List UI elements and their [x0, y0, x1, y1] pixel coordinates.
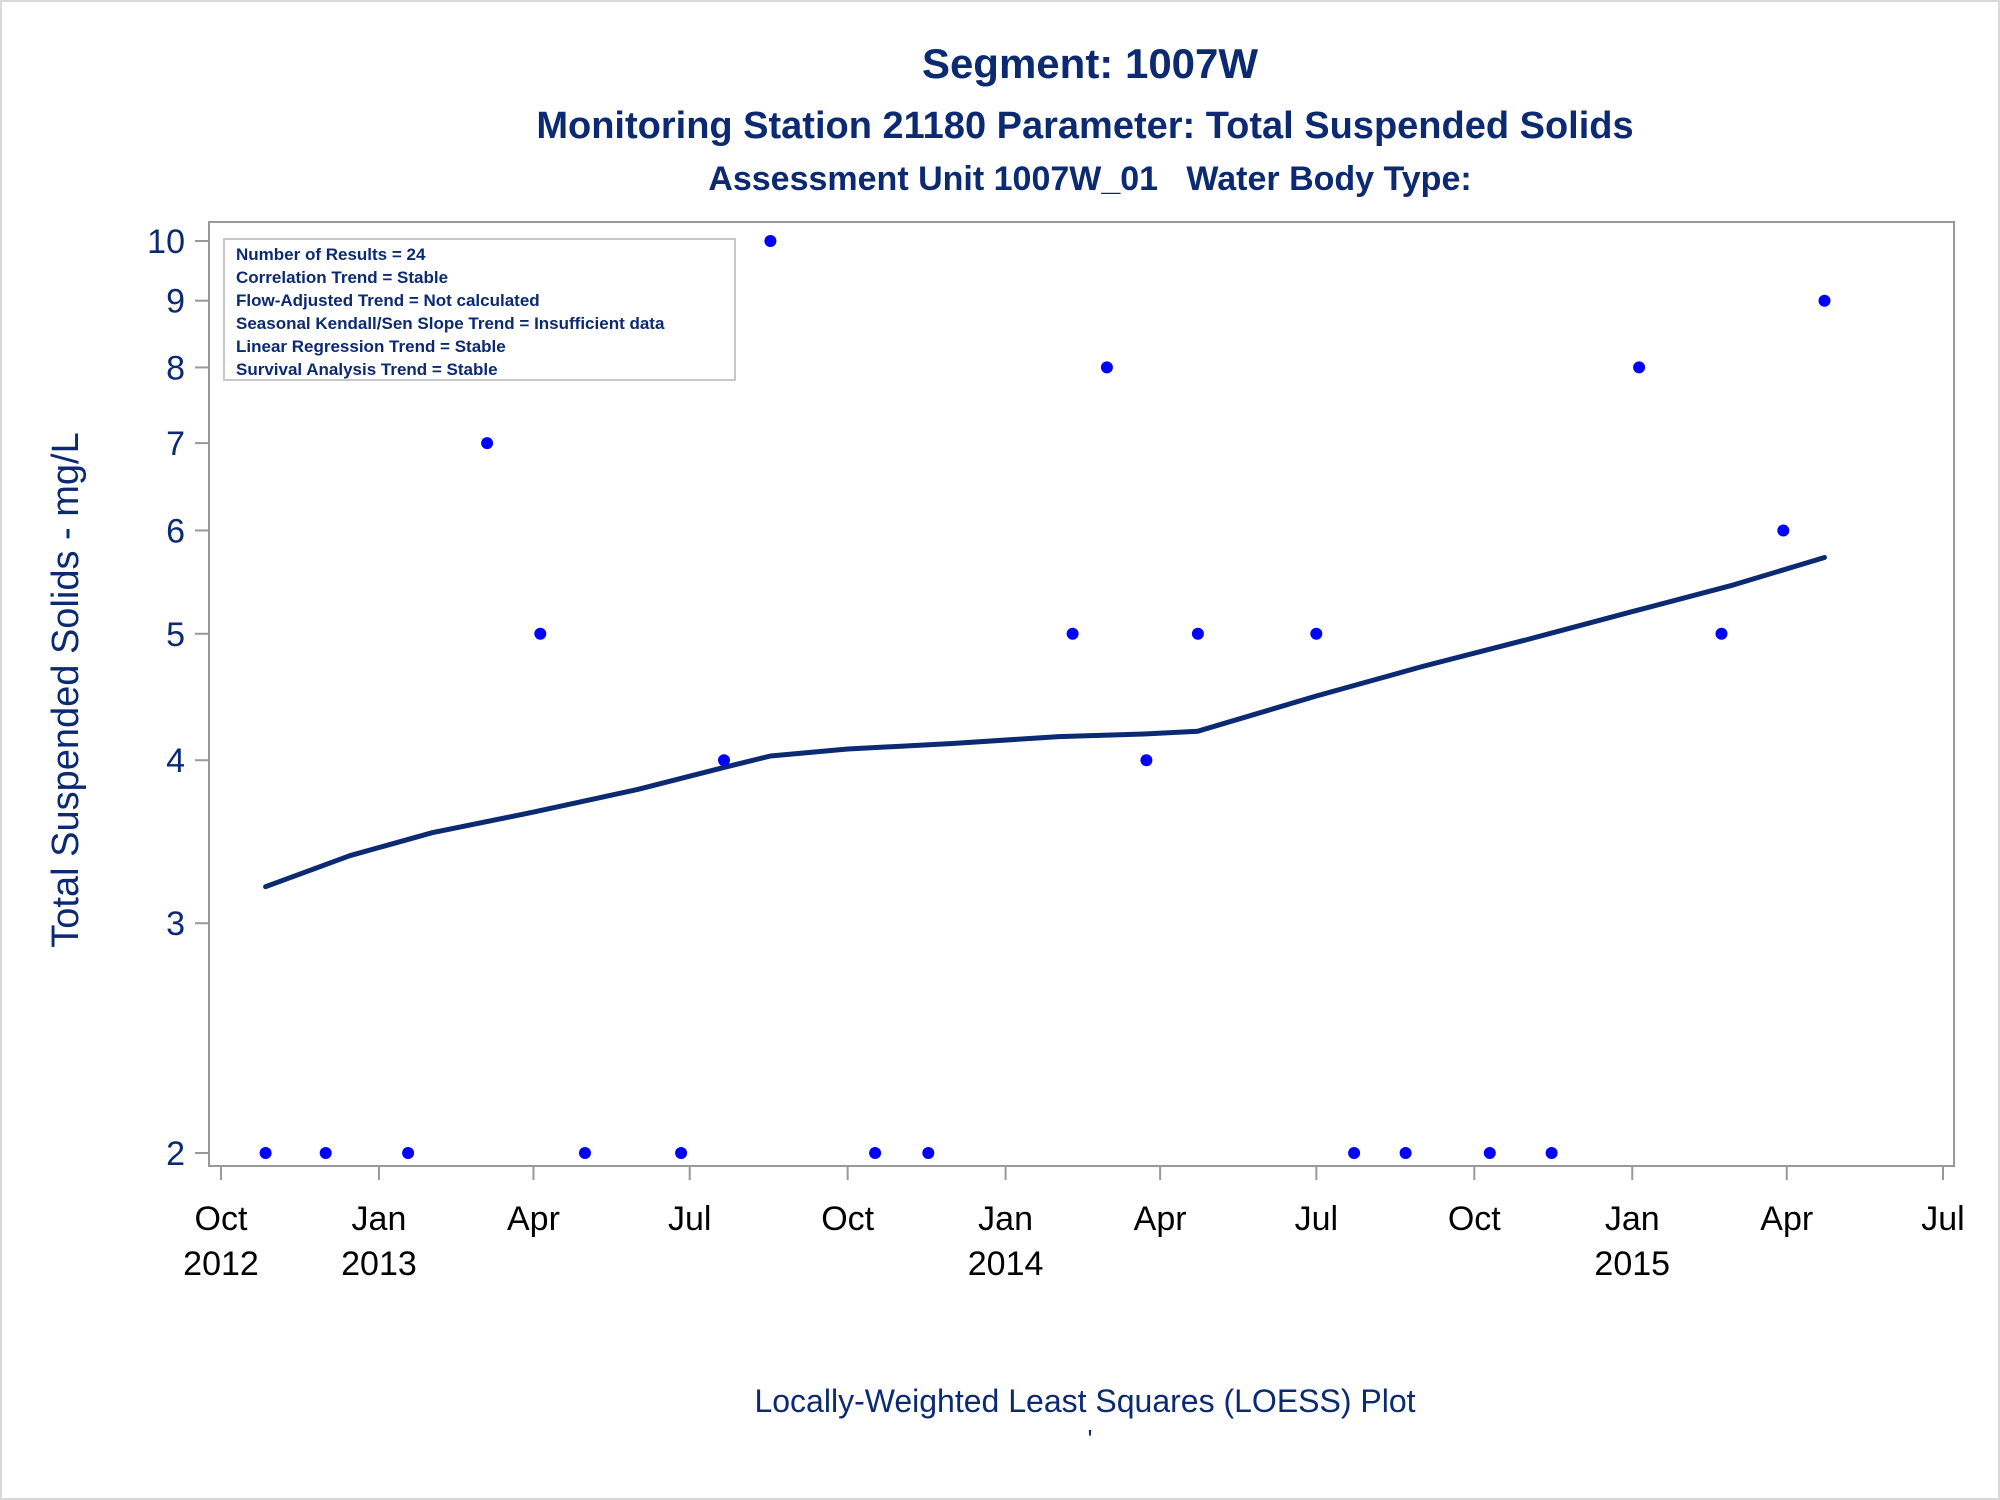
stats-line: Correlation Trend = Stable: [236, 268, 448, 287]
data-point: [922, 1147, 935, 1159]
y-tick-label: 6: [166, 512, 185, 550]
x-tick-label: Jan: [1605, 1200, 1660, 1238]
y-axis-label: Total Suspended Solids - mg/L: [45, 432, 87, 947]
chart-footnote-2: ': [1088, 1424, 1093, 1454]
data-point: [1715, 627, 1728, 640]
data-point: [1100, 361, 1113, 374]
chart-footnote: Locally-Weighted Least Squares (LOESS) P…: [754, 1383, 1415, 1419]
data-point: [1483, 1147, 1496, 1159]
y-tick-label: 8: [166, 349, 185, 387]
y-tick-label: 5: [166, 616, 185, 654]
x-tick-label: Apr: [1760, 1200, 1813, 1238]
x-tick-year-label: 2015: [1594, 1245, 1670, 1283]
data-point: [1310, 627, 1323, 640]
stats-box-frame: [223, 238, 736, 381]
data-point: [1191, 627, 1204, 640]
stats-line: Linear Regression Trend = Stable: [236, 337, 506, 356]
data-point: [481, 437, 494, 450]
data-point: [1818, 294, 1831, 307]
stats-line: Survival Analysis Trend = Stable: [236, 360, 498, 379]
plot-area-frame: [208, 221, 1955, 1167]
y-tick-label: 7: [166, 425, 185, 463]
stats-line: Seasonal Kendall/Sen Slope Trend = Insuf…: [236, 314, 665, 333]
y-tick-label: 2: [166, 1135, 185, 1173]
x-tick-label: Jul: [668, 1200, 711, 1238]
x-tick-label: Apr: [1134, 1200, 1187, 1238]
y-tick-label: 4: [166, 742, 185, 780]
data-point: [718, 754, 730, 767]
x-tick-label: Jul: [1295, 1200, 1338, 1238]
data-point: [1399, 1147, 1412, 1159]
x-tick-label: Jan: [352, 1200, 407, 1238]
data-point: [579, 1147, 591, 1159]
data-point: [869, 1147, 882, 1159]
chart-title: Segment: 1007W: [922, 40, 1258, 87]
data-point: [1545, 1147, 1558, 1159]
data-point: [1777, 524, 1790, 537]
x-tick-year-label: 2012: [183, 1245, 259, 1283]
y-tick-label: 10: [147, 223, 185, 261]
data-point: [1066, 627, 1079, 640]
data-point: [402, 1147, 415, 1159]
chart-subtitle: Monitoring Station 21180 Parameter: Tota…: [536, 105, 1633, 147]
y-tick-label: 3: [166, 905, 185, 943]
loess-layer: [263, 555, 1827, 890]
points-layer: [259, 235, 1831, 1159]
data-point: [319, 1147, 332, 1159]
data-point: [534, 627, 547, 640]
x-tick-year-label: 2014: [968, 1245, 1044, 1283]
stats-line: Number of Results = 24: [236, 245, 426, 264]
data-point: [764, 235, 777, 247]
x-tick-label: Jul: [1921, 1200, 1964, 1238]
stats-box: Number of Results = 24 Correlation Trend …: [223, 238, 736, 381]
x-tick-label: Oct: [821, 1200, 874, 1238]
stats-line: Flow-Adjusted Trend = Not calculated: [236, 291, 540, 310]
x-tick-label: Jan: [978, 1200, 1033, 1238]
data-point: [259, 1147, 272, 1159]
data-point: [1633, 361, 1646, 374]
chart-subtitle-2: Assessment Unit 1007W_01 Water Body Type…: [708, 160, 1471, 198]
x-tick-label: Oct: [195, 1200, 248, 1238]
x-axis: Oct 2012 Jan 2013 Apr Jul Oct Jan 2014 Apr Jul Oct J…: [183, 1166, 1965, 1283]
x-tick-label: Oct: [1448, 1200, 1501, 1238]
data-point: [1140, 754, 1153, 767]
y-axis: 2 3 4 5 6 7 8 9 10: [147, 223, 209, 1173]
data-point: [675, 1147, 688, 1159]
x-tick-year-label: 2013: [341, 1245, 417, 1283]
data-point: [1348, 1147, 1361, 1159]
y-tick-label: 9: [166, 283, 185, 321]
x-tick-label: Apr: [507, 1200, 560, 1238]
loess-line: [263, 555, 1827, 890]
